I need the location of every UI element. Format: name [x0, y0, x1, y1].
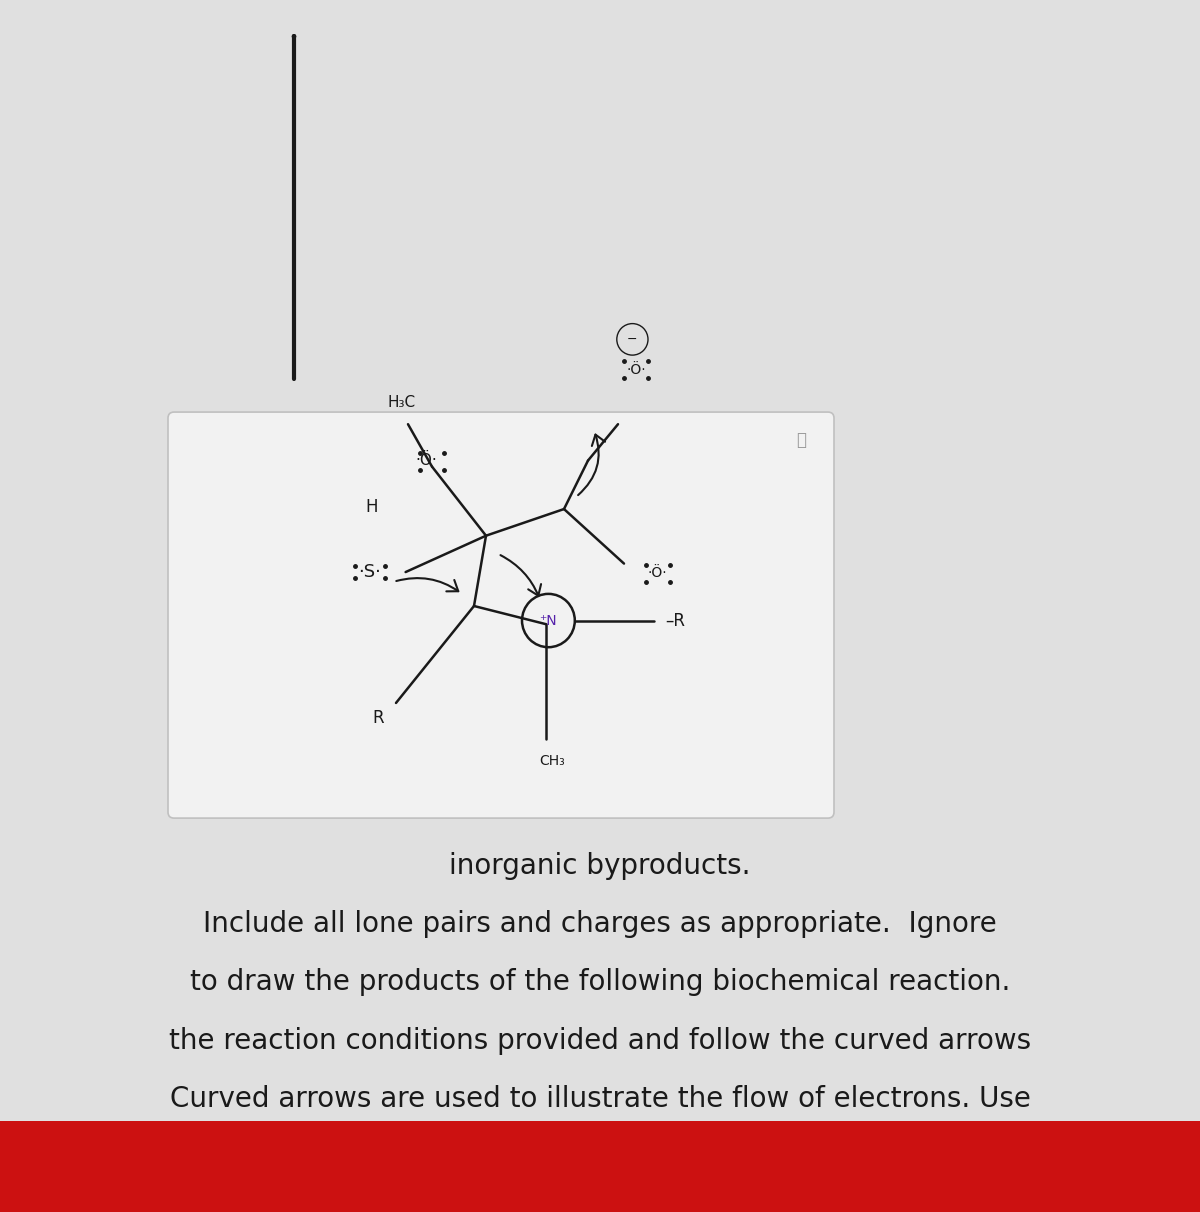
Bar — [0, 1121, 1200, 1212]
Text: H: H — [366, 498, 378, 515]
Text: ⌕: ⌕ — [797, 431, 806, 448]
Text: ·Ö·: ·Ö· — [648, 566, 667, 581]
Text: −: − — [628, 333, 637, 345]
Text: ·Ö·: ·Ö· — [415, 453, 437, 468]
Text: ·S·: ·S· — [358, 564, 382, 581]
Text: the reaction conditions provided and follow the curved arrows: the reaction conditions provided and fol… — [169, 1027, 1031, 1054]
Text: –R: –R — [666, 612, 685, 629]
FancyBboxPatch shape — [168, 412, 834, 818]
Text: H₃C: H₃C — [388, 395, 416, 410]
Text: ⁺N: ⁺N — [540, 613, 557, 628]
FancyArrowPatch shape — [396, 578, 458, 591]
Text: ·Ö·: ·Ö· — [626, 362, 646, 377]
Text: CH₃: CH₃ — [539, 754, 565, 768]
Text: R: R — [372, 709, 384, 726]
FancyArrowPatch shape — [500, 555, 541, 595]
Text: Include all lone pairs and charges as appropriate.  Ignore: Include all lone pairs and charges as ap… — [203, 910, 997, 938]
Text: inorganic byproducts.: inorganic byproducts. — [449, 852, 751, 880]
FancyArrowPatch shape — [578, 435, 605, 496]
Text: Curved arrows are used to illustrate the flow of electrons. Use: Curved arrows are used to illustrate the… — [169, 1085, 1031, 1113]
Text: to draw the products of the following biochemical reaction.: to draw the products of the following bi… — [190, 968, 1010, 996]
